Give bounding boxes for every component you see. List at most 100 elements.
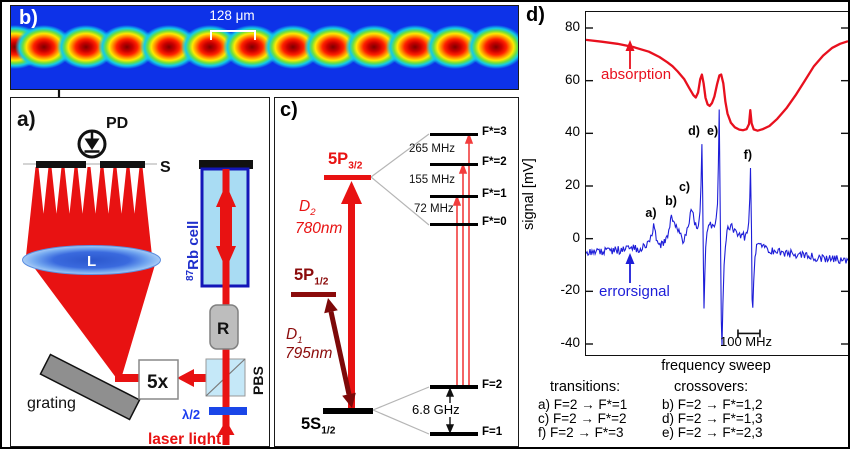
grating-label: grating <box>27 395 76 412</box>
peak-label: e) <box>707 123 719 138</box>
grating <box>39 353 141 421</box>
panel-d-label: d) <box>526 4 545 26</box>
y-tick-label: 60 <box>564 71 580 87</box>
level-scheme-arrows <box>324 132 474 435</box>
telescope-5x-label: 5x <box>147 372 169 393</box>
level-5s12-label: 5S1/2 <box>301 415 335 436</box>
level-fstar2-bar <box>430 163 478 166</box>
photodiode-label: PD <box>106 115 128 132</box>
f2-label: F=2 <box>482 379 503 391</box>
lens-label: L <box>87 253 96 270</box>
y-tick-label: 0 <box>572 229 580 245</box>
errorsignal-arrowhead <box>625 253 635 264</box>
transition-f: f) F=2 → F*=3 <box>538 425 624 440</box>
level-5p12-label: 5P1/2 <box>294 266 328 287</box>
lens <box>22 245 161 275</box>
transitions-header: transitions: <box>550 379 621 395</box>
beam-spot <box>467 24 518 69</box>
y-tick-label: 40 <box>564 124 580 140</box>
telescope-5x-box <box>138 359 179 400</box>
y-tick-label: -40 <box>560 335 580 350</box>
laser-arrowhead <box>217 420 235 435</box>
crossover-b: b) F=2 → F*=1,2 <box>662 397 763 412</box>
panel-c-level-scheme <box>274 97 519 447</box>
d2-wavelength-label: 780nm <box>295 220 343 237</box>
peak-label: a) <box>645 206 657 221</box>
scale-bracket <box>210 30 256 40</box>
rb-cell-label: 87Rb cell <box>185 221 202 281</box>
level-5s12-bar <box>323 408 373 414</box>
level-5p32-sub: 3/2 <box>348 160 363 172</box>
crossovers-header: crossovers: <box>674 379 749 395</box>
y-axis-label: signal [mV] <box>521 158 537 230</box>
crossover-e: e) F=2 → F*=2,3 <box>662 425 763 440</box>
x-axis-label: frequency sweep <box>661 358 771 374</box>
errorsignal-curve <box>586 109 848 346</box>
level-fstar0-bar <box>430 223 478 226</box>
d1-transition-arrow <box>324 298 356 408</box>
fstar0-label: F*=0 <box>482 216 507 228</box>
level-5s12-sub: 1/2 <box>321 425 336 437</box>
d2-sub: 2 <box>310 207 316 219</box>
fstar2-label: F*=2 <box>482 156 507 168</box>
rb-cell-superscript: 87 <box>185 269 196 281</box>
errorsignal-curve-label: errorsignal <box>599 283 670 300</box>
d1-base: D <box>286 326 298 343</box>
plot-frame <box>585 11 848 356</box>
ground-splitting-arrows <box>445 387 455 434</box>
screen-bar-left <box>36 161 86 168</box>
ground-splitting-label: 6.8 GHz <box>412 402 460 417</box>
screen-bar-right <box>100 161 145 168</box>
cell-beam-up-arrowhead <box>216 184 236 207</box>
d1-line-label: D1 <box>286 326 303 346</box>
d2-transition-arrow <box>341 181 362 412</box>
transition-a: a) F=2 → F*=1 <box>538 397 628 412</box>
level-5p32-bar <box>324 175 371 180</box>
mirror-r-box <box>209 304 239 350</box>
f1-label: F=1 <box>482 426 503 438</box>
peak-label: f) <box>743 148 752 163</box>
level-5s12-base: 5S <box>301 415 322 433</box>
mirror-r-label: R <box>217 319 229 338</box>
diverging-beams <box>26 167 152 256</box>
pbs-label: PBS <box>250 366 266 395</box>
panel-c-label: c) <box>280 99 298 121</box>
y-tick-label: 80 <box>564 19 580 34</box>
hyperfine-transition-arrows <box>452 132 474 385</box>
peak-label: b) <box>665 194 677 209</box>
panel-b-label: b) <box>19 7 38 29</box>
level-f1-bar <box>430 432 478 436</box>
level-fstar3-bar <box>430 133 478 136</box>
laser-light-label: laser light <box>148 431 221 445</box>
scale-bar-label: 128 μm <box>209 8 255 23</box>
d1-wavelength-label: 795nm <box>285 345 333 362</box>
fstar1-label: F*=1 <box>482 188 507 200</box>
crossover-d: d) F=2 → F*=1,3 <box>662 411 763 426</box>
splitting-155mhz-label: 155 MHz <box>409 174 456 186</box>
panel-a-label: a) <box>17 108 36 131</box>
absorption-curve-label: absorption <box>601 66 672 83</box>
setup-drawing: L 5x <box>17 108 266 445</box>
splitting-72mhz-label: 72 MHz <box>414 203 454 215</box>
level-5p12-base: 5P <box>294 266 315 284</box>
level-5p12-sub: 1/2 <box>314 276 329 288</box>
level-5p32-label: 5P3/2 <box>328 150 362 171</box>
rb-cell-text: Rb cell <box>185 221 202 270</box>
fstar3-label: F*=3 <box>482 126 507 138</box>
peak-label: d) <box>688 123 700 138</box>
fan-lines <box>370 133 430 435</box>
panel-b-beam-profile: b) 128 μm <box>10 5 519 90</box>
d1-sub: 1 <box>297 335 303 347</box>
beam-arrowhead-left <box>177 369 194 387</box>
scalebar-text: 100 MHz <box>719 334 773 349</box>
focusing-beam-cone <box>27 258 157 379</box>
level-f2-bar <box>430 385 478 389</box>
level-5p12-bar <box>291 292 336 297</box>
spectra-plot <box>586 27 848 346</box>
d2-line-label: D2 <box>299 198 316 218</box>
waveplate-bar <box>209 407 247 415</box>
level-5p32-base: 5P <box>328 150 349 168</box>
cell-beam-down-arrowhead <box>216 246 236 269</box>
y-tick-label: 20 <box>564 177 580 192</box>
